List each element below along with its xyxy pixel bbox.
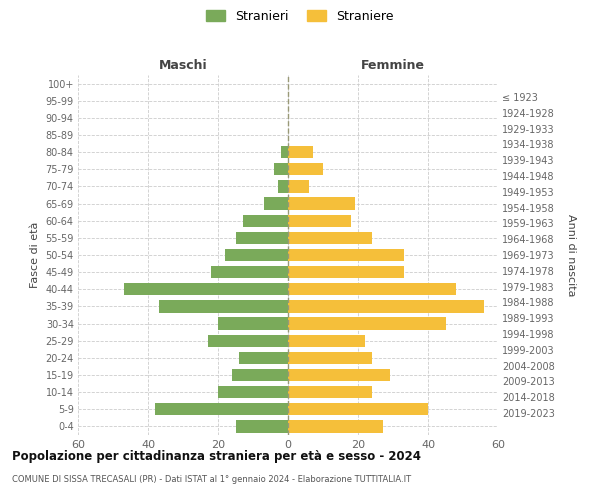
Bar [288, 300, 484, 312]
Bar [235, 420, 288, 432]
Bar [239, 352, 288, 364]
Bar [288, 163, 323, 175]
Bar [288, 214, 351, 227]
Bar [288, 369, 389, 381]
Bar [124, 283, 288, 296]
Legend: Stranieri, Straniere: Stranieri, Straniere [203, 6, 397, 26]
Text: Maschi: Maschi [158, 58, 208, 71]
Bar [235, 232, 288, 244]
Bar [211, 266, 288, 278]
Bar [288, 386, 372, 398]
Text: COMUNE DI SISSA TRECASALI (PR) - Dati ISTAT al 1° gennaio 2024 - Elaborazione TU: COMUNE DI SISSA TRECASALI (PR) - Dati IS… [12, 475, 411, 484]
Bar [242, 214, 288, 227]
Bar [288, 266, 404, 278]
Bar [288, 334, 365, 347]
Bar [218, 318, 288, 330]
Bar [288, 420, 383, 432]
Bar [274, 163, 288, 175]
Bar [288, 180, 309, 192]
Bar [288, 283, 456, 296]
Bar [288, 318, 445, 330]
Bar [158, 300, 288, 312]
Y-axis label: Fasce di età: Fasce di età [30, 222, 40, 288]
Bar [288, 146, 313, 158]
Text: Femmine: Femmine [361, 58, 425, 71]
Bar [288, 198, 355, 209]
Bar [232, 369, 288, 381]
Bar [288, 249, 404, 261]
Text: Popolazione per cittadinanza straniera per età e sesso - 2024: Popolazione per cittadinanza straniera p… [12, 450, 421, 463]
Bar [288, 232, 372, 244]
Bar [155, 403, 288, 415]
Y-axis label: Anni di nascita: Anni di nascita [566, 214, 576, 296]
Bar [288, 352, 372, 364]
Bar [281, 146, 288, 158]
Bar [288, 403, 428, 415]
Bar [225, 249, 288, 261]
Bar [277, 180, 288, 192]
Bar [263, 198, 288, 209]
Bar [208, 334, 288, 347]
Bar [218, 386, 288, 398]
